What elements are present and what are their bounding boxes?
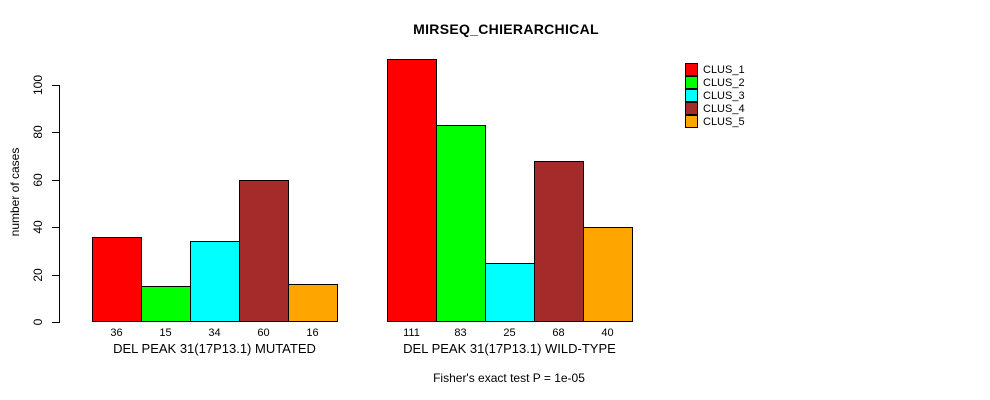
chart-title: MIRSEQ_CHIERARCHICAL [413,21,599,37]
bar-value-label: 60 [257,327,270,339]
bar-value-label: 68 [552,327,565,339]
legend-item-clus_1: CLUS_1 [685,63,745,76]
bar-value-label: 111 [403,327,420,339]
y-tick [52,322,60,323]
y-axis-label: number of cases [8,147,22,237]
bar-value-label: 36 [110,327,123,339]
bar-value-label: 15 [159,327,172,339]
bar-value-label: 25 [503,327,516,339]
y-tick [52,275,60,276]
legend-item-clus_5: CLUS_5 [685,115,745,128]
y-axis-line [59,85,60,323]
y-tick-label: 0 [31,318,45,326]
legend-swatch [685,63,698,76]
bar-clus_2 [141,286,191,322]
legend-label: CLUS_3 [703,89,745,102]
y-tick [52,85,60,86]
legend-label: CLUS_4 [703,102,745,115]
bar-clus_4 [534,161,584,322]
y-tick [52,180,60,181]
y-tick-label: 20 [31,268,45,282]
bar-clus_2 [436,125,486,322]
y-tick [52,227,60,228]
y-tick-label: 80 [31,125,45,139]
y-tick-label: 40 [31,220,45,234]
legend-swatch [685,115,698,128]
bar-clus_3 [485,263,535,322]
y-tick-label: 100 [31,74,45,96]
legend-label: CLUS_5 [703,115,745,128]
bar-value-label: 16 [306,327,319,339]
legend-swatch [685,76,698,89]
bar-clus_4 [239,180,289,322]
legend-label: CLUS_1 [703,63,745,76]
bar-value-label: 40 [601,327,614,339]
legend-label: CLUS_2 [703,76,745,89]
legend-swatch [685,102,698,115]
bar-clus_3 [190,241,240,322]
bar-clus_5 [583,227,633,322]
bar-clus_1 [387,59,437,322]
group-label: DEL PEAK 31(17P13.1) WILD-TYPE [403,341,616,356]
y-tick-label: 60 [31,173,45,187]
bar-clus_1 [92,237,142,322]
y-tick [52,132,60,133]
legend-swatch [685,89,698,102]
legend: CLUS_1 CLUS_2 CLUS_3 CLUS_4 CLUS_5 [685,63,745,128]
legend-item-clus_3: CLUS_3 [685,89,745,102]
footnote: Fisher's exact test P = 1e-05 [433,371,585,385]
bar-clus_5 [288,284,338,322]
group-label: DEL PEAK 31(17P13.1) MUTATED [113,341,316,356]
legend-item-clus_2: CLUS_2 [685,76,745,89]
bar-value-label: 83 [454,327,467,339]
bar-value-label: 34 [208,327,221,339]
legend-item-clus_4: CLUS_4 [685,102,745,115]
